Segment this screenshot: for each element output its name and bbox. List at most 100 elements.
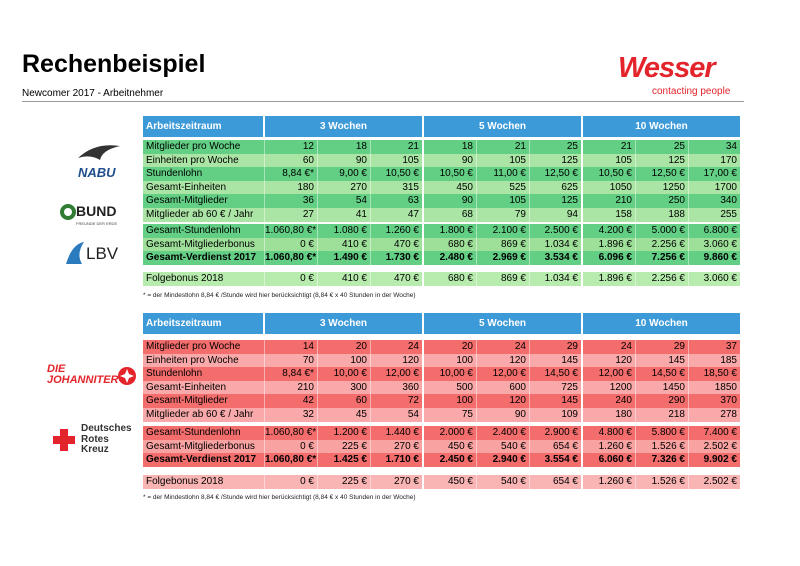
- cell: 270: [318, 180, 371, 195]
- cell: 540 €: [477, 475, 530, 489]
- cell: 7.256 €: [636, 251, 689, 265]
- cell: 1.440 €: [371, 426, 424, 440]
- cell: 79: [477, 208, 530, 222]
- cell: 1050: [583, 180, 636, 195]
- table-row: Mitglieder pro Woche 14 20 24 20 24 29 24 29 37: [143, 340, 742, 354]
- row-label: Stundenlohn: [143, 167, 265, 181]
- table-row: Mitglieder ab 60 € / Jahr 27 41 47 68 79 94 158…: [143, 208, 742, 222]
- cell: 1450: [636, 380, 689, 395]
- cell: 54: [318, 194, 371, 208]
- logo-nabu: NABU: [78, 165, 116, 180]
- row-label: Gesamt-Einheiten: [143, 380, 265, 395]
- cell: 255: [689, 208, 742, 222]
- table-row: Gesamt-Stundenlohn 1.060,80 €* 1.200 €1.44…: [143, 426, 742, 440]
- row-label: Gesamt-Stundenlohn: [143, 224, 265, 238]
- table-row: Gesamt-Mitgliederbonus 0 €410 €470 €680 €…: [143, 237, 742, 252]
- cell: 94: [530, 208, 583, 222]
- cell: 1.710 €: [371, 453, 424, 467]
- cell: 1700: [689, 180, 742, 195]
- cell: 270 €: [371, 439, 424, 454]
- cell: 1.730 €: [371, 251, 424, 265]
- cell: 2.940 €: [477, 453, 530, 467]
- cell: 1.060,80 €*: [265, 251, 318, 265]
- cell: 100: [424, 353, 477, 368]
- cell: 6.800 €: [689, 224, 742, 238]
- cell: 18,50 €: [689, 367, 742, 381]
- period-header: 3 Wochen: [265, 313, 424, 334]
- cell: 654 €: [530, 439, 583, 454]
- cell: 100: [318, 353, 371, 368]
- cell: 12,00 €: [371, 367, 424, 381]
- cell: 450: [424, 180, 477, 195]
- cell: 25: [530, 140, 583, 154]
- cell: 2.450 €: [424, 453, 477, 467]
- cell: 100: [424, 394, 477, 408]
- cell: 12,50 €: [530, 167, 583, 181]
- cell: 14,50 €: [636, 367, 689, 381]
- cell: 188: [636, 208, 689, 222]
- period-header: 10 Wochen: [583, 313, 742, 334]
- logo-text: JOHANNITER: [47, 374, 119, 386]
- title: Rechenbeispiel: [22, 50, 206, 78]
- cell: 120: [477, 353, 530, 368]
- period-header: 10 Wochen: [583, 116, 742, 137]
- cell: 36: [265, 194, 318, 208]
- cell: 29: [636, 340, 689, 354]
- table-row: Einheiten pro Woche 70 100 120 100 120 145 120 1…: [143, 353, 742, 368]
- cell: 54: [371, 408, 424, 422]
- row-label: Mitglieder pro Woche: [143, 140, 265, 154]
- logo-text: Deutsches: [81, 423, 132, 434]
- cell: 2.256 €: [636, 272, 689, 286]
- cell: 105: [583, 153, 636, 168]
- row-label: Einheiten pro Woche: [143, 153, 265, 168]
- cell: 14: [265, 340, 318, 354]
- cell: 145: [530, 353, 583, 368]
- cell: 27: [265, 208, 318, 222]
- cell: 410 €: [318, 237, 371, 252]
- cell: 10,00 €: [424, 367, 477, 381]
- cell: 10,00 €: [318, 367, 371, 381]
- cell: 42: [265, 394, 318, 408]
- cell: 8,84 €*: [265, 167, 318, 181]
- row-label: Gesamt-Stundenlohn: [143, 426, 265, 440]
- cell: 2.969 €: [477, 251, 530, 265]
- cell: 270 €: [371, 475, 424, 489]
- lbv-bird: [66, 242, 84, 264]
- table-header: Arbeitszeitraum 3 Wochen 5 Wochen 10 Wochen: [143, 313, 742, 334]
- johanniter-cross: [118, 367, 136, 385]
- row-label: Gesamt-Einheiten: [143, 180, 265, 195]
- bund-icon: [60, 204, 76, 220]
- cell: 410 €: [318, 272, 371, 286]
- cell: 0 €: [265, 272, 318, 286]
- table-row: Gesamt-Verdienst 2017 1.060,80 €* 1.425 €1…: [143, 453, 742, 467]
- cell: 1.260 €: [583, 439, 636, 454]
- cell: 12,00 €: [583, 367, 636, 381]
- cell: 20: [424, 340, 477, 354]
- cell: 4.200 €: [583, 224, 636, 238]
- cell: 1.060,80 €*: [265, 426, 318, 440]
- cell: 6.060 €: [583, 453, 636, 467]
- cell: 240: [583, 394, 636, 408]
- header-label: Arbeitszeitraum: [143, 116, 265, 137]
- cell: 2.900 €: [530, 426, 583, 440]
- brand: Wesser: [618, 52, 716, 84]
- cell: 360: [371, 380, 424, 395]
- cell: 680 €: [424, 237, 477, 252]
- cell: 180: [265, 180, 318, 195]
- cell: 1250: [636, 180, 689, 195]
- cell: 540 €: [477, 439, 530, 454]
- cell: 21: [583, 140, 636, 154]
- cell: 1.060,80 €*: [265, 453, 318, 467]
- table-header: Arbeitszeitraum 3 Wochen 5 Wochen 10 Wochen: [143, 116, 742, 137]
- period-header: 5 Wochen: [424, 116, 583, 137]
- cell: 180: [583, 408, 636, 422]
- row-label: Folgebonus 2018: [143, 475, 265, 489]
- cell: 1.260 €: [371, 224, 424, 238]
- row-label: Folgebonus 2018: [143, 272, 265, 286]
- cell: 10,50 €: [583, 167, 636, 181]
- cell: 72: [371, 394, 424, 408]
- row-label: Stundenlohn: [143, 367, 265, 381]
- cell: 90: [477, 408, 530, 422]
- cell: 9.902 €: [689, 453, 742, 467]
